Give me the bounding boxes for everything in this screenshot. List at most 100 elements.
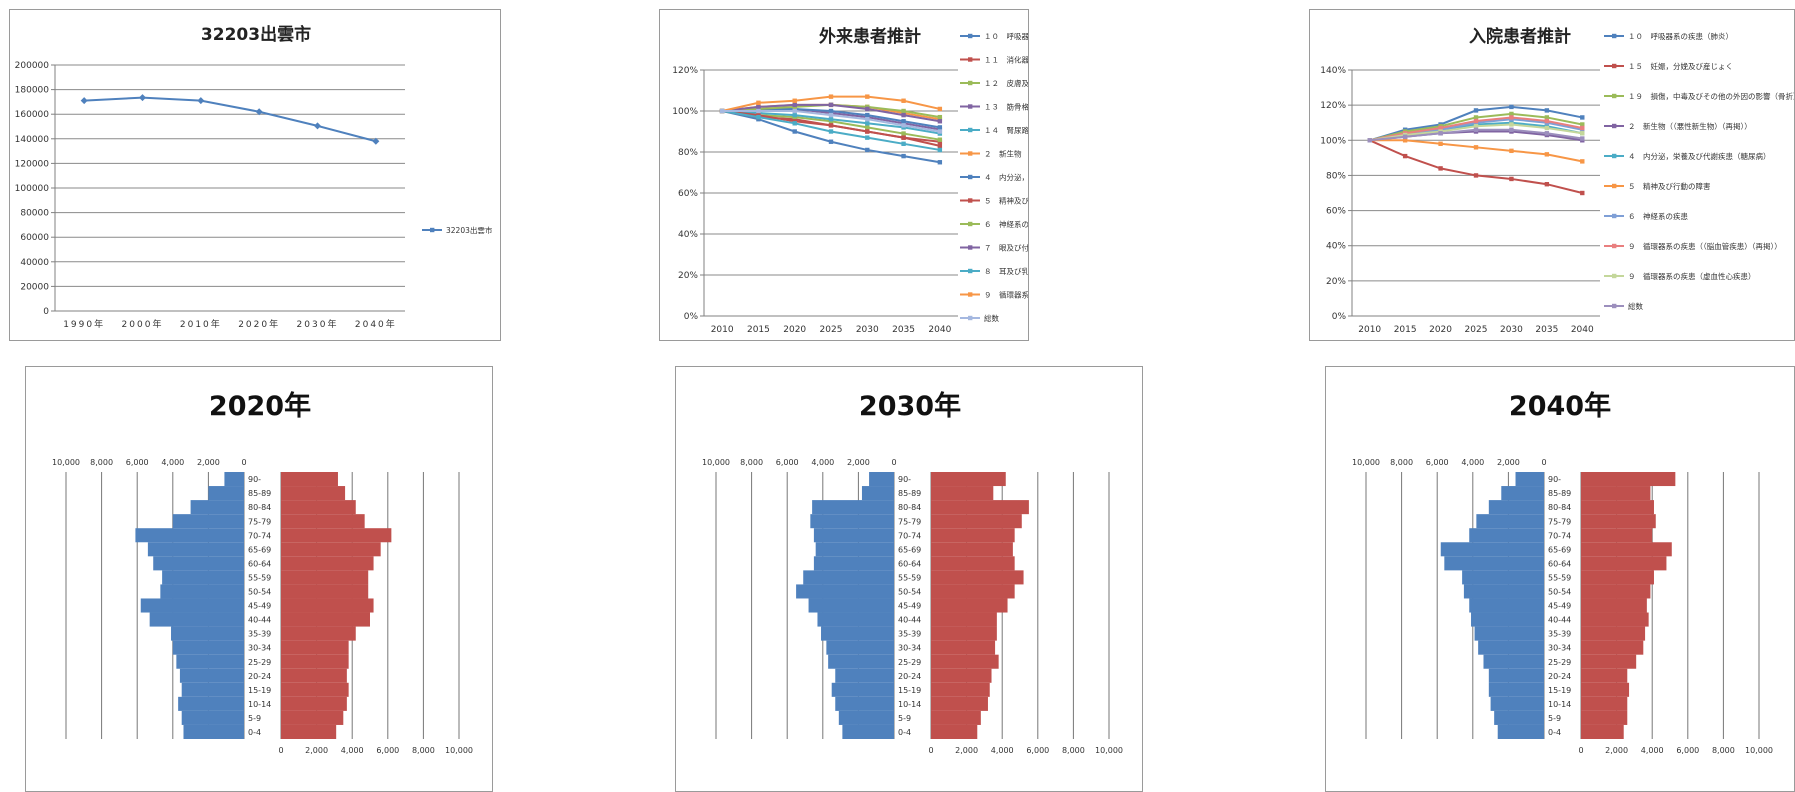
female-bar: [281, 710, 344, 725]
top-axis-label: 4,000: [1461, 458, 1484, 467]
female-bar: [1581, 626, 1646, 641]
legend-label: １０ 呼吸器系の疾患: [984, 31, 1029, 41]
legend-label: １２ 皮膚及び皮下組織の疾患: [984, 78, 1029, 88]
top-axis-label: 6,000: [776, 458, 799, 467]
legend-label: ２ 新生物: [984, 149, 1022, 159]
legend-label: ９ 循環器系の疾患（虚血性心疾患）: [1628, 271, 1756, 281]
y-tick-label: 200000: [15, 61, 50, 71]
data-point: [792, 129, 797, 134]
data-point: [901, 98, 906, 103]
data-point: [1509, 148, 1514, 154]
male-bar: [828, 654, 894, 669]
age-label: 30-34: [248, 644, 271, 653]
male-bar: [1444, 556, 1544, 571]
female-bar: [281, 584, 369, 599]
y-tick-label: 0: [43, 307, 49, 317]
male-bar: [1515, 472, 1544, 487]
male-bar: [1490, 696, 1544, 711]
top-axis-label: 6,000: [126, 458, 149, 467]
female-bar: [1581, 472, 1676, 487]
legend-label: １４ 腎尿路生殖器系の疾患: [984, 125, 1029, 135]
y-tick-label: 100000: [15, 184, 50, 194]
age-label: 55-59: [1548, 573, 1571, 582]
male-bar: [861, 486, 894, 501]
female-bar: [1581, 654, 1637, 669]
male-bar: [140, 598, 244, 613]
series-line: [1369, 139, 1583, 163]
data-point: [1402, 138, 1408, 143]
y-tick-label: 20%: [1326, 277, 1346, 287]
age-label: 40-44: [248, 616, 271, 625]
data-point: [756, 108, 761, 114]
male-bar: [162, 570, 244, 585]
x-tick-label: 2040: [1571, 325, 1594, 335]
legend-marker: [968, 80, 973, 86]
legend-marker: [968, 104, 973, 109]
female-bar: [1581, 570, 1654, 585]
male-bar: [831, 682, 894, 697]
legend-label: ６ 神経系の疾患: [984, 219, 1029, 229]
x-tick-label: 2025: [1465, 325, 1488, 335]
y-tick-label: 160000: [15, 110, 50, 120]
age-label: 15-19: [1548, 686, 1571, 695]
female-bar: [931, 584, 1015, 599]
y-tick-label: 0%: [684, 312, 699, 322]
data-point: [1580, 131, 1585, 136]
data-point: [139, 94, 146, 102]
data-point: [1509, 122, 1514, 127]
data-point: [197, 97, 205, 105]
data-point: [865, 129, 870, 134]
data-point: [1473, 108, 1479, 113]
data-point: [937, 129, 943, 134]
y-tick-label: 120%: [672, 66, 698, 76]
data-point: [901, 141, 906, 146]
female-bar: [1581, 612, 1649, 627]
legend-marker: [968, 151, 973, 156]
male-bar: [176, 654, 244, 669]
top-axis-label: 4,000: [161, 458, 184, 467]
data-point: [1580, 136, 1585, 141]
age-label: 60-64: [898, 559, 921, 568]
age-label: 0-4: [1548, 728, 1561, 737]
male-bar: [171, 626, 244, 641]
female-bar: [931, 542, 1013, 557]
y-tick-label: 40%: [678, 230, 698, 240]
female-bar: [281, 472, 338, 487]
x-tick-label: 2010: [711, 325, 734, 335]
bottom-axis-label: 6,000: [376, 746, 399, 755]
female-bar: [281, 668, 347, 683]
legend-marker: [1612, 243, 1617, 249]
y-tick-label: 100%: [672, 107, 698, 117]
bottom-axis-label: 4,000: [341, 746, 364, 755]
female-bar: [281, 500, 356, 515]
legend-marker: [1612, 183, 1617, 189]
female-bar: [1581, 710, 1628, 725]
pyramid-2020-svg: 2020年 10,000 8,000 6,000 4,000 2,000 0 0 2,000 4,…: [52, 390, 473, 755]
data-point: [1544, 108, 1550, 113]
legend-marker: [430, 227, 435, 233]
data-point: [756, 100, 761, 105]
data-point: [901, 131, 906, 136]
age-label: 50-54: [248, 588, 271, 597]
data-point: [865, 135, 870, 140]
bottom-axis-label: 2,000: [305, 746, 328, 755]
data-point: [1402, 134, 1408, 139]
age-label: 90-: [1548, 475, 1561, 484]
male-bar: [810, 514, 894, 529]
age-label: 75-79: [248, 517, 271, 526]
age-label: 50-54: [1548, 588, 1571, 597]
male-bar: [1478, 640, 1544, 655]
female-bar: [1581, 668, 1628, 683]
female-bar: [1581, 486, 1651, 501]
data-point: [1473, 124, 1479, 129]
male-bar: [181, 710, 244, 725]
y-tick-label: 140000: [15, 135, 50, 145]
age-label: 55-59: [248, 573, 271, 582]
legend-marker: [1612, 153, 1617, 159]
female-bar: [1581, 542, 1672, 557]
data-point: [1473, 173, 1479, 178]
legend-marker: [1612, 303, 1617, 309]
data-point: [1367, 138, 1372, 143]
male-bar: [183, 724, 244, 739]
legend-marker: [968, 127, 973, 133]
